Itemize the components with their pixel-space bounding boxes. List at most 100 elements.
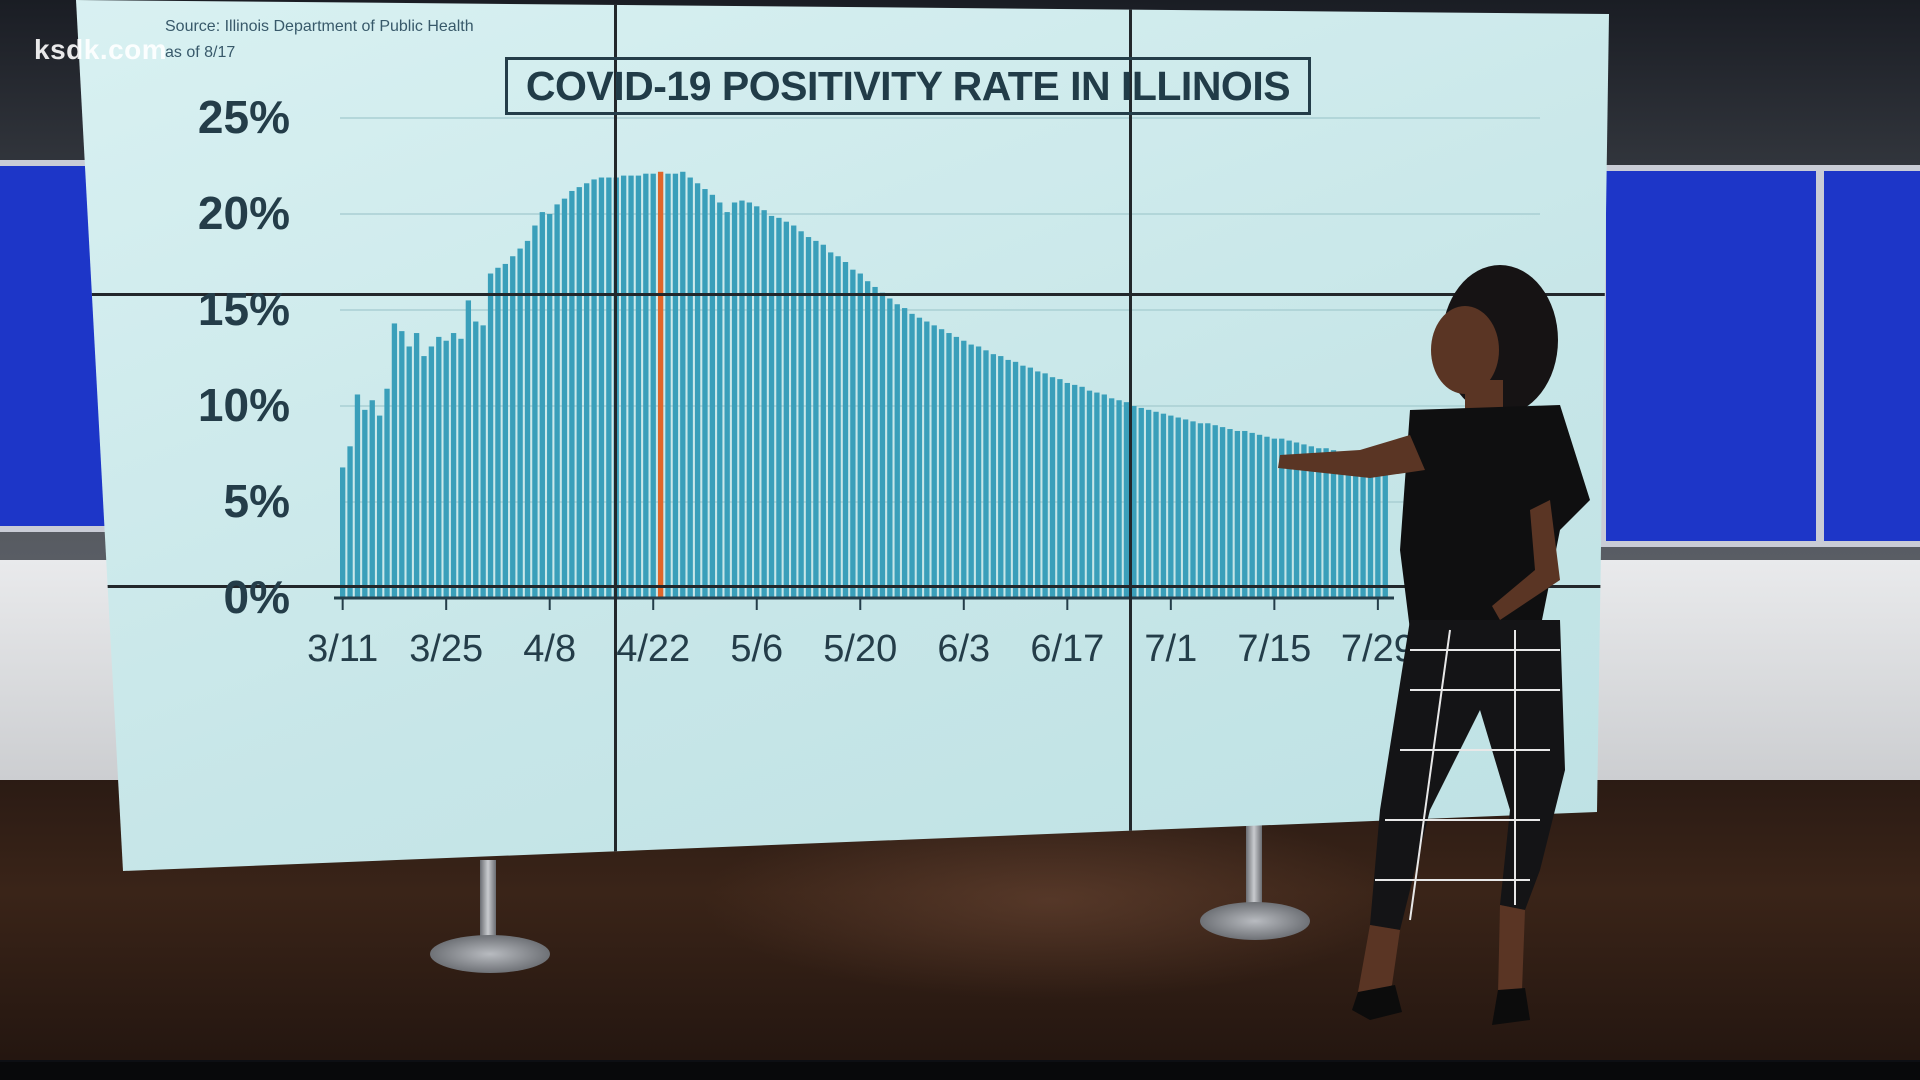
bar [1072, 384, 1078, 598]
bar [1323, 448, 1329, 598]
bar [569, 190, 575, 598]
bar [554, 204, 560, 598]
bar [443, 340, 449, 598]
screen-stand-right-base [1200, 902, 1310, 940]
bar [1382, 459, 1388, 598]
bar [436, 336, 442, 598]
bar [783, 221, 789, 598]
bar [1027, 367, 1033, 598]
bar [1131, 406, 1137, 598]
screen-stand-right [1246, 815, 1262, 925]
bar [1042, 373, 1048, 598]
bar [835, 256, 841, 598]
bar [1175, 417, 1181, 598]
presenter [1260, 250, 1660, 1050]
bar [1160, 413, 1167, 598]
bar [1293, 442, 1300, 598]
bar [1005, 359, 1011, 598]
bar [820, 244, 826, 598]
bar [502, 263, 508, 598]
bar [1375, 459, 1381, 598]
bar [754, 206, 760, 598]
bar [1079, 386, 1085, 598]
highlight-bar [657, 171, 664, 598]
source-line: Source: Illinois Department of Public He… [165, 18, 474, 35]
bar [1057, 379, 1063, 598]
bar [1264, 436, 1270, 598]
bar [1145, 409, 1152, 598]
x-tick-label: 7/29 [1340, 628, 1415, 670]
bar [805, 237, 812, 599]
screen-stand-left-base [430, 935, 550, 973]
x-tick-label: 4/22 [616, 628, 691, 670]
bar [872, 286, 878, 598]
bar [1256, 434, 1263, 598]
bar [998, 356, 1004, 598]
bar [495, 267, 501, 598]
bar [1123, 402, 1130, 598]
bar [532, 225, 538, 598]
bar [961, 340, 967, 598]
bar [1249, 432, 1255, 598]
y-tick-label: 20% [197, 187, 290, 239]
screen-seam-vertical-2 [1129, 0, 1132, 840]
bar [938, 329, 945, 598]
y-tick-label: 10% [197, 379, 290, 431]
bar [746, 202, 753, 599]
bar [983, 350, 989, 598]
bar [628, 175, 634, 598]
bar [391, 323, 398, 598]
bar [458, 338, 464, 598]
bar [731, 202, 738, 599]
bar [1338, 452, 1344, 598]
bar [561, 198, 568, 598]
bar [347, 446, 353, 598]
broadcast-bottom-bar [0, 1062, 1920, 1080]
bar [480, 325, 486, 598]
y-tick-label: 25% [197, 91, 290, 143]
bar [1182, 419, 1189, 598]
bar [791, 225, 797, 598]
bar [591, 179, 597, 598]
bar [850, 269, 856, 598]
bar [887, 298, 893, 598]
bar [1234, 430, 1241, 598]
bar [620, 175, 627, 598]
bar [1219, 427, 1226, 598]
blue-wall-panel-right-2 [1818, 165, 1920, 547]
bar [968, 344, 974, 598]
bar [650, 173, 656, 598]
bar [916, 317, 923, 598]
x-tick-label: 3/25 [409, 628, 484, 670]
bar [894, 304, 900, 598]
bar [1367, 457, 1374, 598]
bar [901, 308, 908, 598]
bar [953, 336, 960, 598]
bar [465, 300, 472, 598]
ksdk-logo: ksdk.com [34, 34, 168, 65]
bar [606, 177, 612, 598]
bar [990, 354, 997, 598]
bar [1330, 450, 1337, 598]
bar [1301, 444, 1307, 598]
bar [1138, 407, 1144, 598]
bar [687, 177, 693, 598]
bar [931, 325, 937, 598]
bar [547, 214, 553, 598]
bar [1020, 365, 1026, 598]
bar [909, 313, 915, 598]
bar [739, 200, 745, 598]
bar [510, 256, 516, 598]
screen-seam-horizontal-2 [76, 585, 1609, 588]
bar [473, 321, 479, 598]
bar [1279, 438, 1285, 598]
chart-title-box: COVID-19 POSITIVITY RATE IN ILLINOIS [505, 57, 1311, 115]
screen-seam-horizontal-1 [76, 293, 1609, 296]
bar [1109, 398, 1115, 598]
bar [724, 212, 730, 598]
bar [384, 388, 390, 598]
bar [413, 333, 420, 598]
bar [1153, 411, 1159, 598]
bar [1086, 390, 1093, 598]
bar [584, 183, 590, 598]
